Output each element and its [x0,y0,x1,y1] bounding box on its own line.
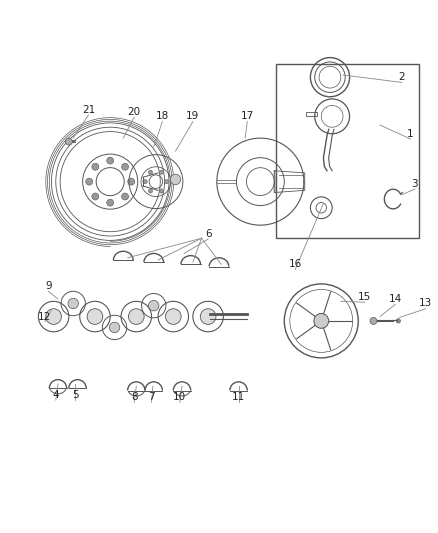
Text: 7: 7 [148,392,155,402]
Circle shape [110,322,120,333]
Circle shape [148,170,153,174]
Text: 5: 5 [72,390,79,400]
Circle shape [166,309,181,325]
Circle shape [65,138,72,145]
Text: 3: 3 [412,179,418,189]
Circle shape [122,163,128,170]
Text: 15: 15 [358,292,371,302]
Circle shape [396,319,400,323]
Text: 10: 10 [173,392,187,402]
Circle shape [107,157,114,164]
Circle shape [128,309,144,325]
Circle shape [122,193,128,200]
Text: 18: 18 [156,111,169,122]
Text: 2: 2 [399,72,405,82]
Circle shape [68,298,78,309]
Circle shape [143,180,147,184]
Text: 20: 20 [127,107,141,117]
Circle shape [159,170,163,174]
Text: 11: 11 [232,392,245,402]
Circle shape [92,193,99,200]
Text: 21: 21 [82,105,95,115]
Text: 1: 1 [407,129,414,139]
Circle shape [370,318,377,325]
Circle shape [200,309,216,325]
Circle shape [87,309,103,325]
Circle shape [128,178,135,185]
Text: 6: 6 [205,229,212,239]
Circle shape [148,301,159,311]
Circle shape [92,163,99,170]
Bar [276,64,419,238]
Circle shape [165,180,169,184]
Circle shape [170,174,181,184]
Circle shape [46,309,61,325]
Text: 16: 16 [289,260,302,269]
Text: 13: 13 [419,298,432,309]
Text: 17: 17 [240,111,254,122]
Text: 14: 14 [389,294,402,304]
Circle shape [86,178,93,185]
Text: 4: 4 [53,390,59,400]
Text: 9: 9 [45,281,52,291]
Circle shape [159,189,163,193]
Circle shape [148,189,153,193]
Text: 8: 8 [131,392,138,402]
Text: 12: 12 [38,312,52,321]
Bar [306,112,317,116]
Polygon shape [274,171,305,192]
Circle shape [107,199,114,206]
Circle shape [314,313,328,328]
Text: 19: 19 [186,111,200,122]
